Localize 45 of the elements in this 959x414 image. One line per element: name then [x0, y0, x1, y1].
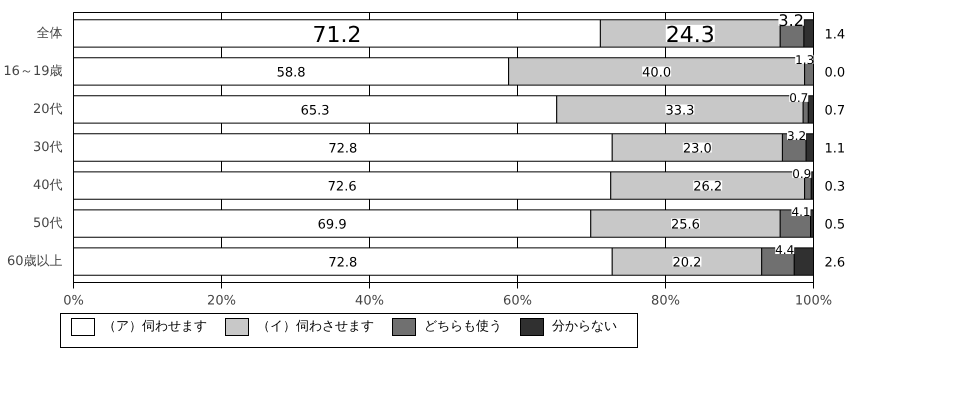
data-label: 72.8 — [328, 142, 358, 156]
data-label: 3.2 — [778, 10, 804, 30]
data-label: 0.9 — [792, 166, 812, 181]
data-label: 0.3 — [824, 180, 846, 195]
data-label: 0.7 — [824, 103, 846, 118]
x-tick-label: 0% — [63, 294, 84, 308]
data-label: 71.2 — [312, 22, 362, 48]
data-label: 1.1 — [824, 142, 846, 156]
y-tick-label: 50代 — [32, 216, 63, 232]
legend-label: （イ）伺わさせます — [257, 318, 374, 336]
data-label: 2.6 — [824, 256, 846, 271]
data-label: 33.3 — [665, 103, 694, 118]
data-label: 4.4 — [775, 242, 794, 257]
data-label: 0.0 — [824, 65, 846, 80]
data-label: 58.8 — [276, 65, 306, 80]
data-label: 0.5 — [824, 218, 846, 233]
data-label: 65.3 — [300, 103, 330, 118]
y-tick-label: 60歳以上 — [6, 254, 63, 270]
data-label: 1.3 — [795, 52, 814, 67]
data-label: 26.2 — [693, 180, 722, 195]
data-label: 1.4 — [824, 27, 846, 42]
x-tick-label: 20% — [207, 294, 236, 308]
x-tick-label: 80% — [651, 294, 680, 308]
legend-label: 分からない — [552, 318, 617, 336]
data-label: 72.8 — [328, 256, 358, 271]
data-label: 72.6 — [328, 180, 357, 195]
y-tick-label: 40代 — [32, 178, 63, 194]
data-label: 3.2 — [787, 128, 806, 143]
y-tick-label: 30代 — [32, 140, 63, 155]
data-label: 4.1 — [791, 204, 811, 219]
x-tick-label: 60% — [503, 294, 532, 308]
x-tick-label: 100% — [794, 294, 832, 308]
data-label: 25.6 — [671, 218, 700, 233]
x-tick-label: 40% — [355, 294, 384, 308]
legend-label: どちらも使う — [424, 318, 502, 336]
data-label: 20.2 — [672, 256, 702, 271]
data-label: 0.7 — [789, 90, 808, 105]
y-tick-label: 20代 — [32, 102, 63, 117]
data-label: 69.9 — [318, 218, 347, 233]
data-label: 23.0 — [682, 142, 712, 156]
data-label: 24.3 — [666, 22, 715, 48]
data-label: 40.0 — [642, 65, 672, 80]
y-tick-label: 16～19歳 — [3, 64, 63, 79]
legend-label: （ア）伺わせます — [103, 318, 207, 336]
y-tick-label: 全体 — [36, 26, 62, 41]
